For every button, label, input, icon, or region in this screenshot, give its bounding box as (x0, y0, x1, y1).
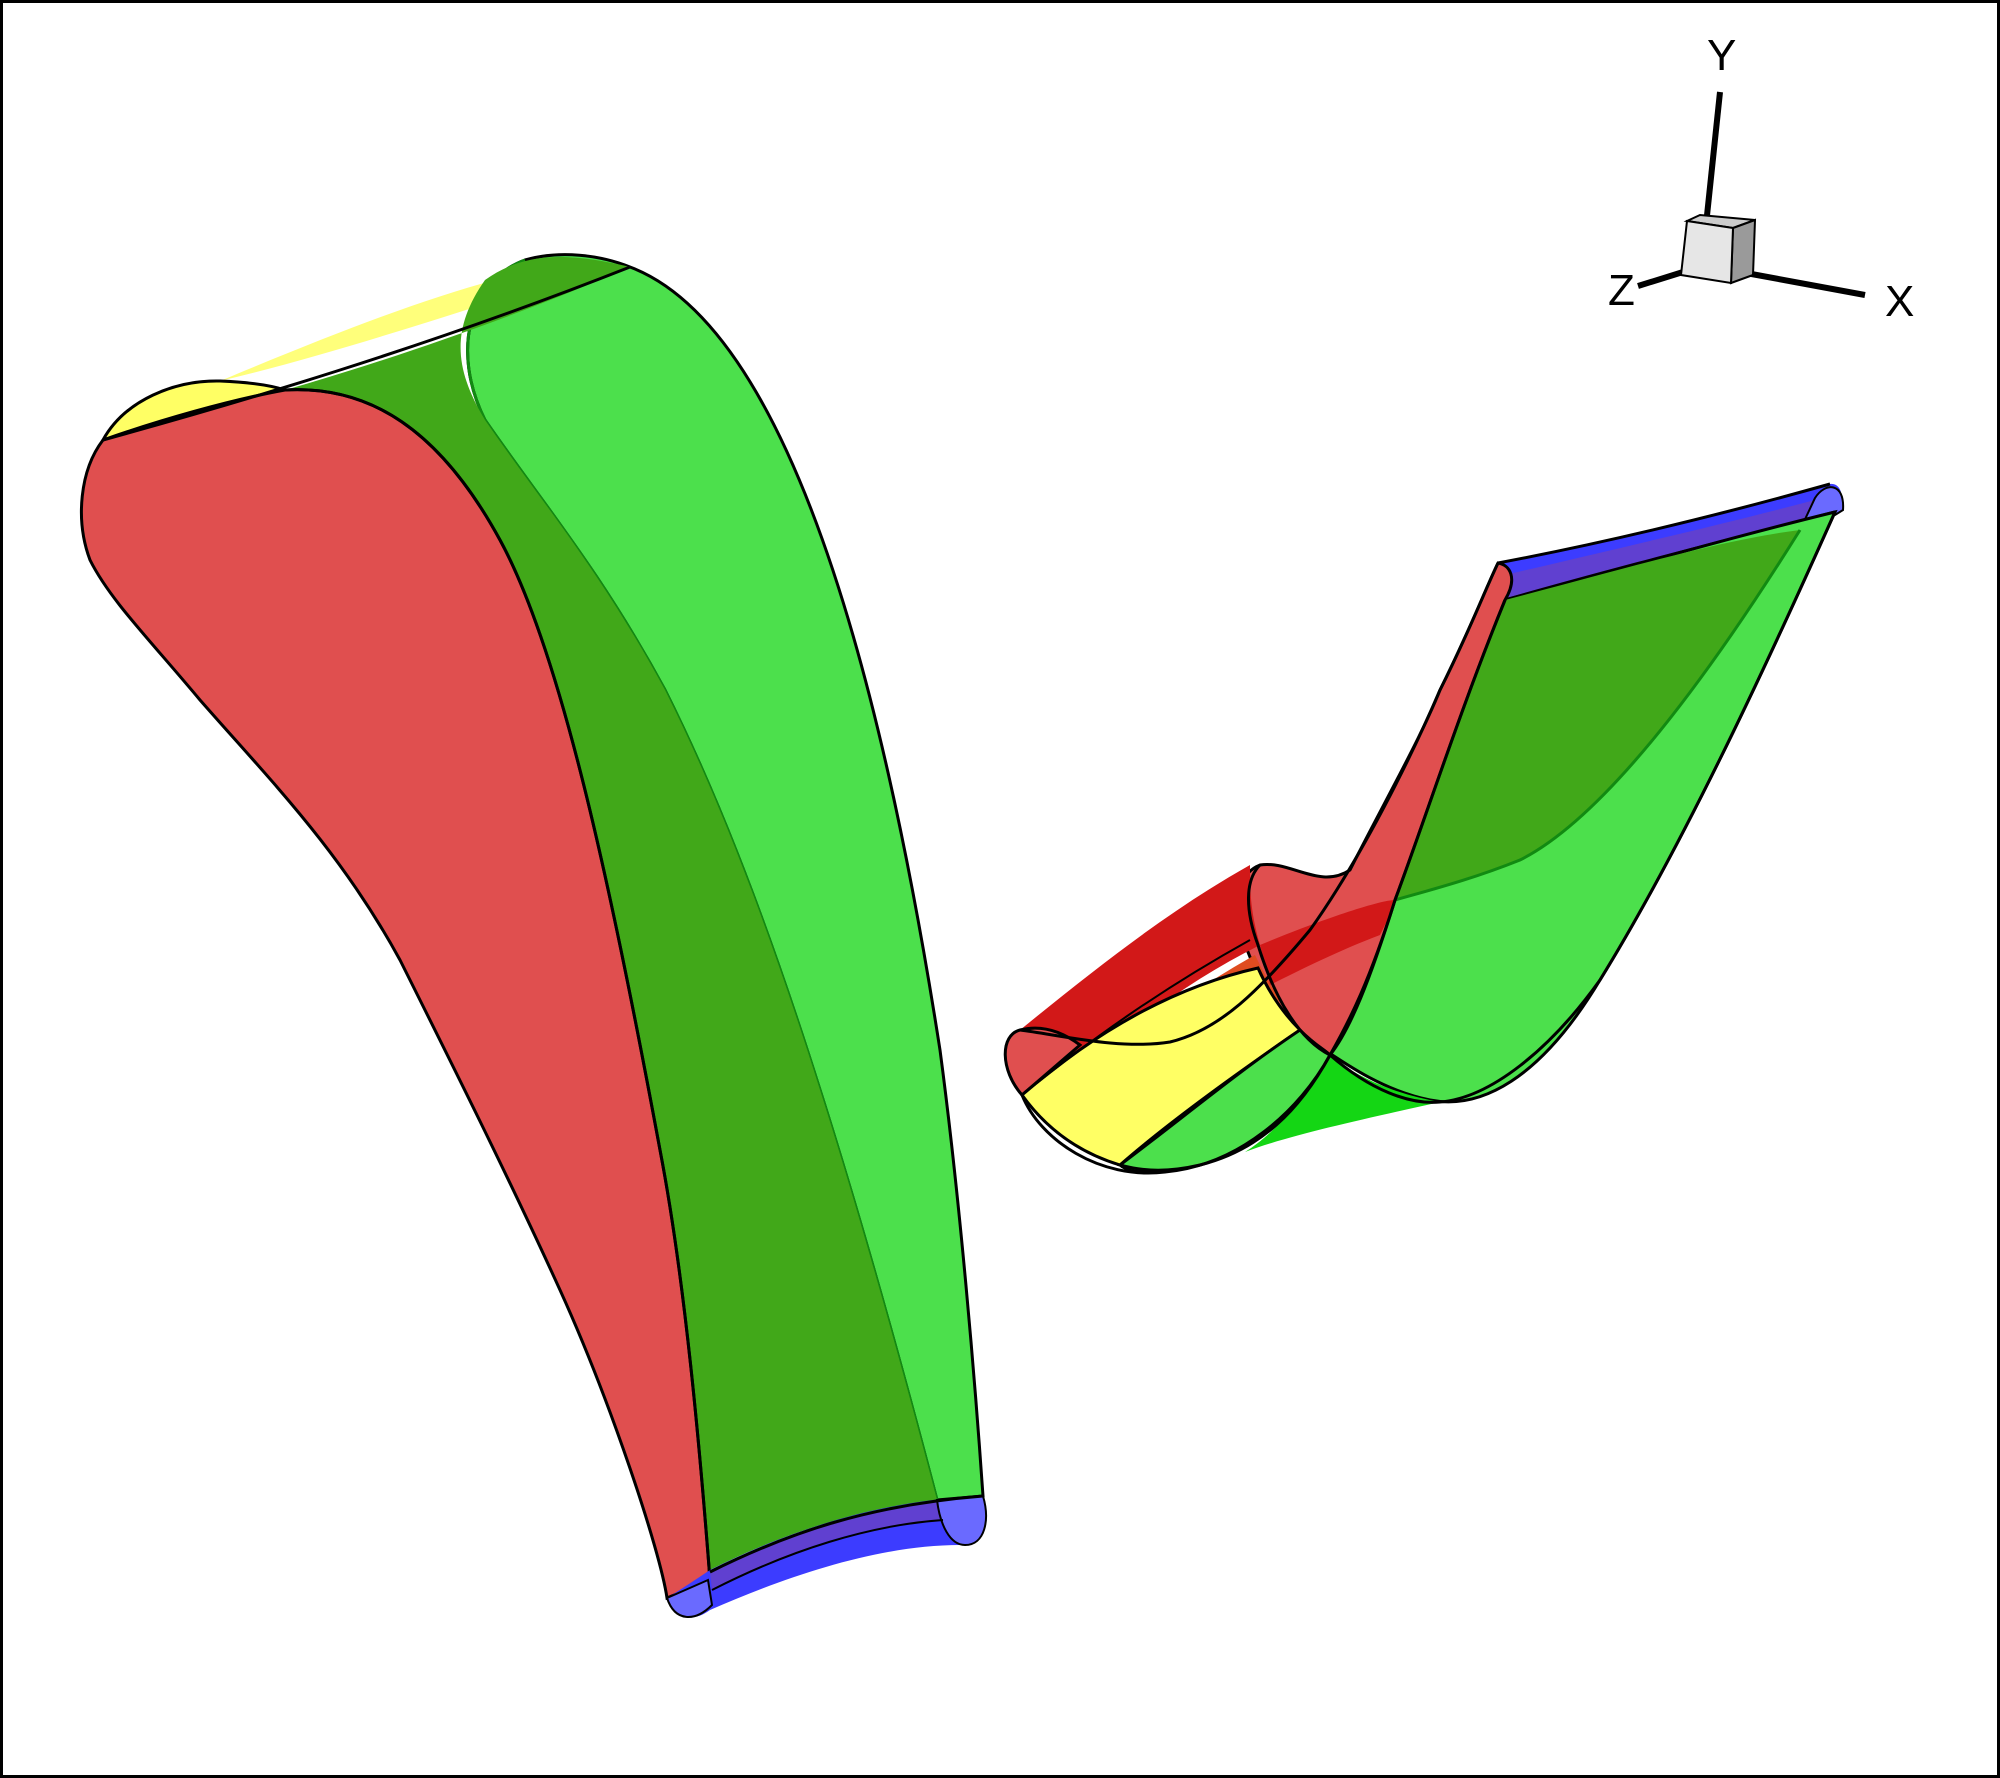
left-blade-dark-green-band (285, 257, 937, 1570)
right-blade-outline-red-top (1021, 939, 1251, 1096)
y-axis-label: Y (1707, 31, 1736, 80)
right-blade[interactable] (1003, 482, 1845, 1175)
right-blade-dark-edge (1394, 529, 1802, 902)
x-axis-label: X (1885, 277, 1914, 326)
right-blade-top-edge-outer (1497, 482, 1831, 565)
axis-triad: Y X Z (1608, 31, 1914, 326)
left-blade-bottom-cap-purple (710, 1500, 943, 1590)
right-blade-dark-red-strip (1020, 865, 1260, 1095)
left-blade[interactable] (80, 253, 987, 1618)
left-blade-bottom-cap-light-left (665, 1578, 714, 1618)
axis-cube-side (1729, 218, 1757, 285)
left-blade-bottom-edge-2 (711, 1519, 944, 1591)
left-blade-bottom-edge (709, 1494, 984, 1574)
right-blade-bright-green (1245, 1055, 1440, 1152)
y-axis-line (1703, 91, 1723, 226)
axis-cube-front (1679, 219, 1735, 285)
left-blade-edge-mid (284, 388, 712, 1581)
left-blade-bottom-cap (667, 1496, 986, 1618)
right-blade-outline-suction (1328, 599, 1507, 1056)
right-blade-outline-mid-curve (1247, 511, 1837, 1104)
left-blade-edge-top (102, 265, 631, 442)
x-axis-line (1745, 270, 1866, 298)
right-blade-top-cap-purple (1505, 500, 1815, 600)
right-blade-outline-red-curve (1019, 562, 1500, 1046)
z-axis-label: Z (1608, 266, 1635, 315)
right-blade-outline-lower (1020, 1054, 1332, 1175)
right-blade-dark-red-inner (1260, 900, 1395, 985)
left-blade-bottom-cap-light-right (935, 1494, 987, 1547)
z-axis-line (1637, 269, 1684, 289)
